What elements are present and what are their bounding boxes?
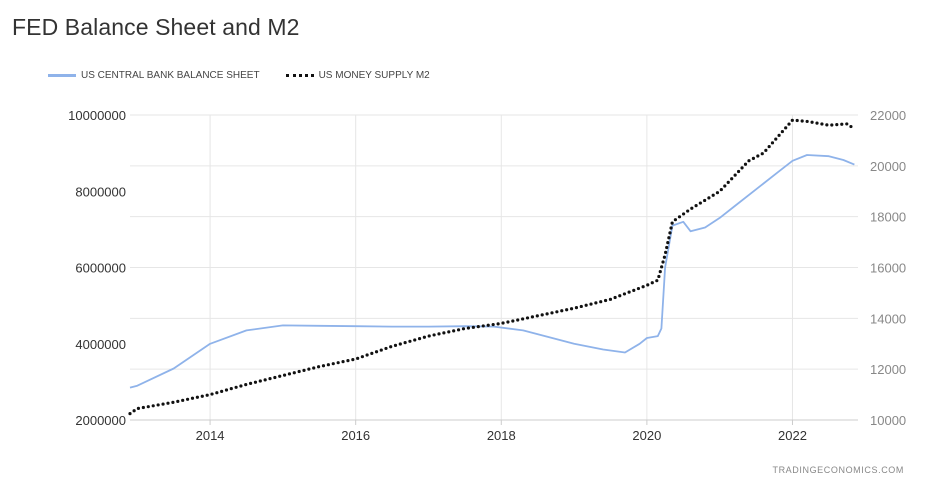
y-left-tick-label: 4000000 (75, 337, 126, 352)
legend-swatch-balance-sheet (48, 74, 76, 77)
legend-label-m2: US MONEY SUPPLY M2 (318, 70, 430, 81)
y-left-tick-label: 10000000 (68, 108, 126, 123)
y-left-tick-label: 8000000 (75, 184, 126, 199)
legend-item-m2[interactable]: US MONEY SUPPLY M2 (285, 70, 430, 81)
y-left-tick-label: 6000000 (75, 261, 126, 276)
x-tick-label: 2018 (487, 428, 516, 443)
chart-legend: US CENTRAL BANK BALANCE SHEET US MONEY S… (48, 70, 456, 81)
x-tick-label: 2016 (341, 428, 370, 443)
legend-swatch-m2 (285, 74, 314, 77)
series-line-balance-sheet (129, 154, 855, 389)
legend-label-balance-sheet: US CENTRAL BANK BALANCE SHEET (81, 70, 260, 81)
series-line-m2 (128, 118, 856, 416)
y-left-tick-label: 2000000 (75, 413, 126, 428)
y-right-tick-label: 20000 (870, 159, 906, 174)
y-right-tick-label: 10000 (870, 413, 906, 428)
x-tick-label: 2022 (778, 428, 807, 443)
legend-item-balance-sheet[interactable]: US CENTRAL BANK BALANCE SHEET (48, 70, 260, 81)
x-tick-label: 2020 (632, 428, 661, 443)
source-credit: TRADINGECONOMICS.COM (772, 465, 904, 475)
page-title: FED Balance Sheet and M2 (12, 14, 300, 40)
x-tick-label: 2014 (196, 428, 225, 443)
y-right-tick-label: 18000 (870, 210, 906, 225)
y-right-tick-label: 14000 (870, 311, 906, 326)
y-right-tick-label: 22000 (870, 108, 906, 123)
y-right-tick-label: 12000 (870, 362, 906, 377)
y-right-tick-label: 16000 (870, 261, 906, 276)
